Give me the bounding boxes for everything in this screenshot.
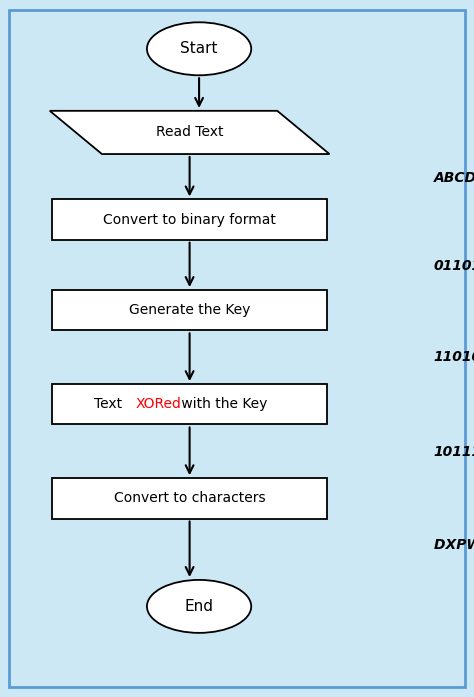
Text: 01101011...: 01101011...: [434, 259, 474, 273]
FancyBboxPatch shape: [9, 10, 465, 687]
Bar: [52, 384, 327, 424]
Text: Convert to characters: Convert to characters: [114, 491, 265, 505]
Ellipse shape: [147, 580, 251, 633]
Text: DXPWHK ...: DXPWHK ...: [434, 538, 474, 552]
Bar: [52, 290, 327, 330]
Text: Convert to binary format: Convert to binary format: [103, 213, 276, 227]
Text: 11010010...: 11010010...: [434, 350, 474, 364]
Text: Start: Start: [180, 41, 218, 56]
Text: XORed: XORed: [136, 397, 182, 411]
Bar: [52, 478, 327, 519]
Ellipse shape: [147, 22, 251, 75]
Text: Read Text: Read Text: [156, 125, 223, 139]
Text: Text: Text: [94, 397, 126, 411]
Text: Generate the Key: Generate the Key: [129, 303, 250, 317]
Text: with the Key: with the Key: [177, 397, 267, 411]
Polygon shape: [50, 111, 329, 154]
Text: 10111001...: 10111001...: [434, 445, 474, 459]
Text: ABCDEF ...: ABCDEF ...: [434, 171, 474, 185]
Text: End: End: [184, 599, 214, 614]
Bar: [52, 199, 327, 240]
